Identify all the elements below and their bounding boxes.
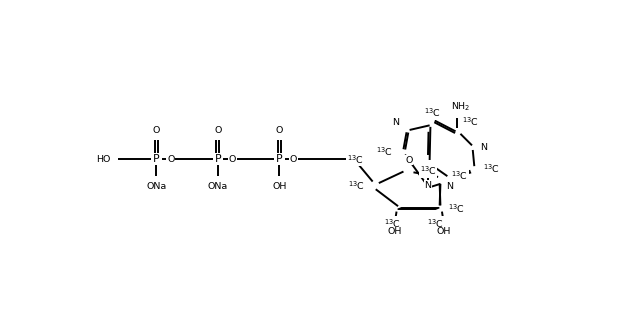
Text: $^{13}$C: $^{13}$C [346, 153, 364, 166]
Text: N: N [446, 182, 453, 191]
Text: $^{13}$C: $^{13}$C [451, 170, 468, 182]
Text: O: O [167, 155, 175, 164]
Text: ONa: ONa [146, 182, 166, 191]
Text: OH: OH [436, 227, 451, 236]
Text: N: N [480, 143, 486, 152]
Text: NH$_2$: NH$_2$ [451, 100, 471, 113]
Text: P: P [214, 154, 221, 164]
Text: N: N [392, 118, 399, 127]
Text: O: O [214, 126, 221, 135]
Text: O: O [229, 155, 236, 164]
Text: ONa: ONa [208, 182, 228, 191]
Polygon shape [397, 208, 439, 209]
Text: P: P [276, 154, 283, 164]
Text: O: O [405, 156, 413, 165]
Text: P: P [153, 154, 159, 164]
Text: N: N [424, 181, 431, 190]
Text: O: O [290, 155, 297, 164]
Text: $^{13}$C: $^{13}$C [376, 145, 393, 158]
Text: $^{13}$C: $^{13}$C [462, 116, 479, 128]
Text: $^{13}$C: $^{13}$C [448, 202, 465, 215]
Text: $^{13}$C: $^{13}$C [483, 162, 500, 175]
Text: $^{13}$C: $^{13}$C [384, 217, 401, 229]
Text: $^{13}$C: $^{13}$C [428, 217, 444, 229]
Text: O: O [152, 126, 160, 135]
Text: OH: OH [272, 182, 287, 191]
Text: $^{13}$C: $^{13}$C [424, 107, 440, 119]
Text: $^{13}$C: $^{13}$C [420, 165, 436, 177]
Text: $^{13}$C: $^{13}$C [348, 179, 365, 192]
Text: O: O [276, 126, 283, 135]
Text: OH: OH [388, 227, 402, 236]
Text: HO: HO [97, 155, 111, 164]
